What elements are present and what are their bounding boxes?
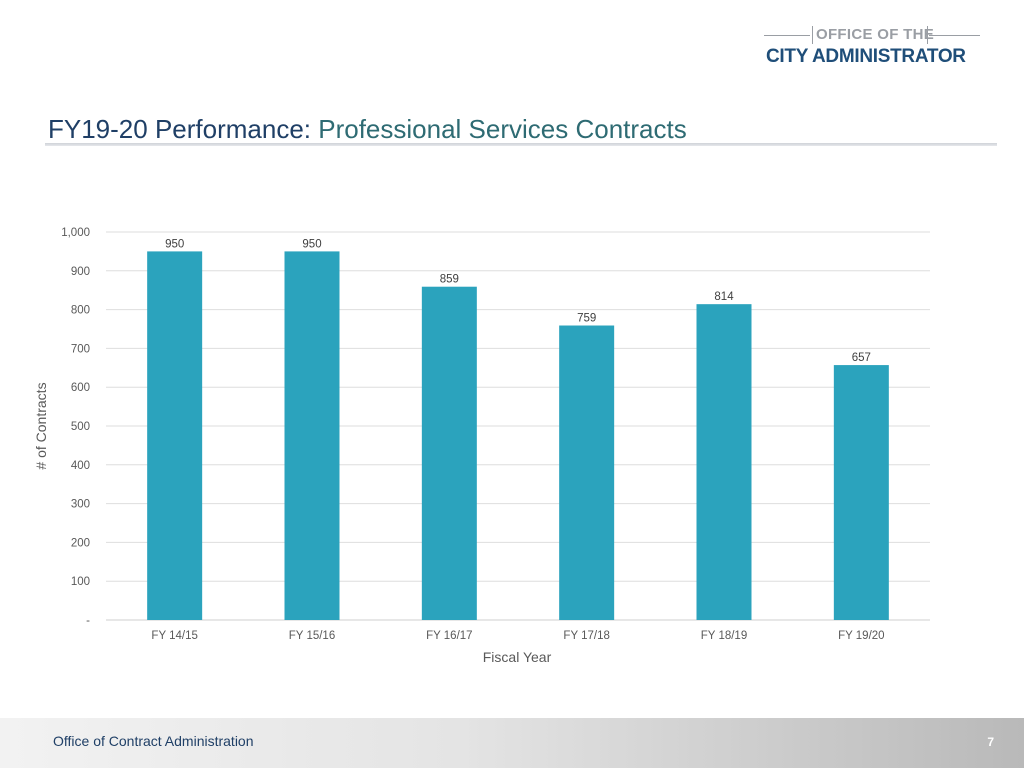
y-tick-label: - (86, 615, 90, 627)
x-tick-label: FY 19/20 (838, 630, 884, 642)
data-labels: 950 950 859 759 814 657 (165, 238, 871, 364)
title-underline (45, 143, 997, 146)
logo-line2: CITY ADMINISTRATOR (766, 46, 966, 67)
footer: Office of Contract Administration 7 (0, 718, 1024, 768)
y-axis-label: # of Contracts (33, 382, 49, 469)
x-tick-label: FY 15/16 (289, 630, 335, 642)
y-axis-ticks: - 100 200 300 400 500 600 700 800 900 1,000 (61, 227, 90, 627)
x-axis-label: Fiscal Year (483, 649, 552, 665)
y-tick-label: 600 (71, 382, 90, 394)
x-axis-ticks: FY 14/15 FY 15/16 FY 16/17 FY 17/18 FY 18/19… (151, 630, 884, 642)
y-tick-label: 500 (71, 421, 90, 433)
y-tick-label: 900 (71, 266, 90, 278)
x-tick-label: FY 16/17 (426, 630, 472, 642)
bar (284, 251, 340, 620)
bar (833, 365, 889, 620)
slide-title-main: FY19-20 Performance: (48, 114, 312, 144)
bar (147, 251, 203, 620)
x-tick-label: FY 14/15 (151, 630, 197, 642)
slide-title-sub: Professional Services Contracts (318, 114, 687, 144)
gridlines (106, 231, 930, 621)
x-tick-label: FY 17/18 (563, 630, 609, 642)
logo-rule-left (764, 35, 810, 36)
bars (147, 251, 889, 620)
y-tick-label: 300 (71, 499, 90, 511)
y-tick-label: 100 (71, 576, 90, 588)
y-tick-label: 400 (71, 460, 90, 472)
page-number: 7 (987, 735, 994, 749)
footer-text: Office of Contract Administration (53, 733, 254, 749)
x-tick-label: FY 18/19 (701, 630, 747, 642)
logo-bar-right (927, 26, 928, 44)
slide-title: FY19-20 Performance: Professional Servic… (48, 114, 687, 145)
data-label: 657 (852, 352, 871, 364)
data-label: 859 (440, 274, 459, 286)
data-label: 950 (302, 238, 321, 250)
logo-rule-right (929, 35, 980, 36)
bar (696, 304, 752, 620)
logo-bar-left (812, 26, 813, 44)
logo-line1: OFFICE OF THE (816, 26, 935, 43)
y-tick-label: 1,000 (61, 227, 90, 239)
y-tick-label: 800 (71, 305, 90, 317)
data-label: 759 (577, 313, 596, 325)
data-label: 950 (165, 238, 184, 250)
bar (421, 286, 477, 620)
y-tick-label: 200 (71, 537, 90, 549)
office-logo: OFFICE OF THE CITY ADMINISTRATOR (764, 22, 980, 72)
data-label: 814 (714, 291, 734, 303)
y-tick-label: 700 (71, 343, 90, 355)
bar (559, 325, 615, 620)
